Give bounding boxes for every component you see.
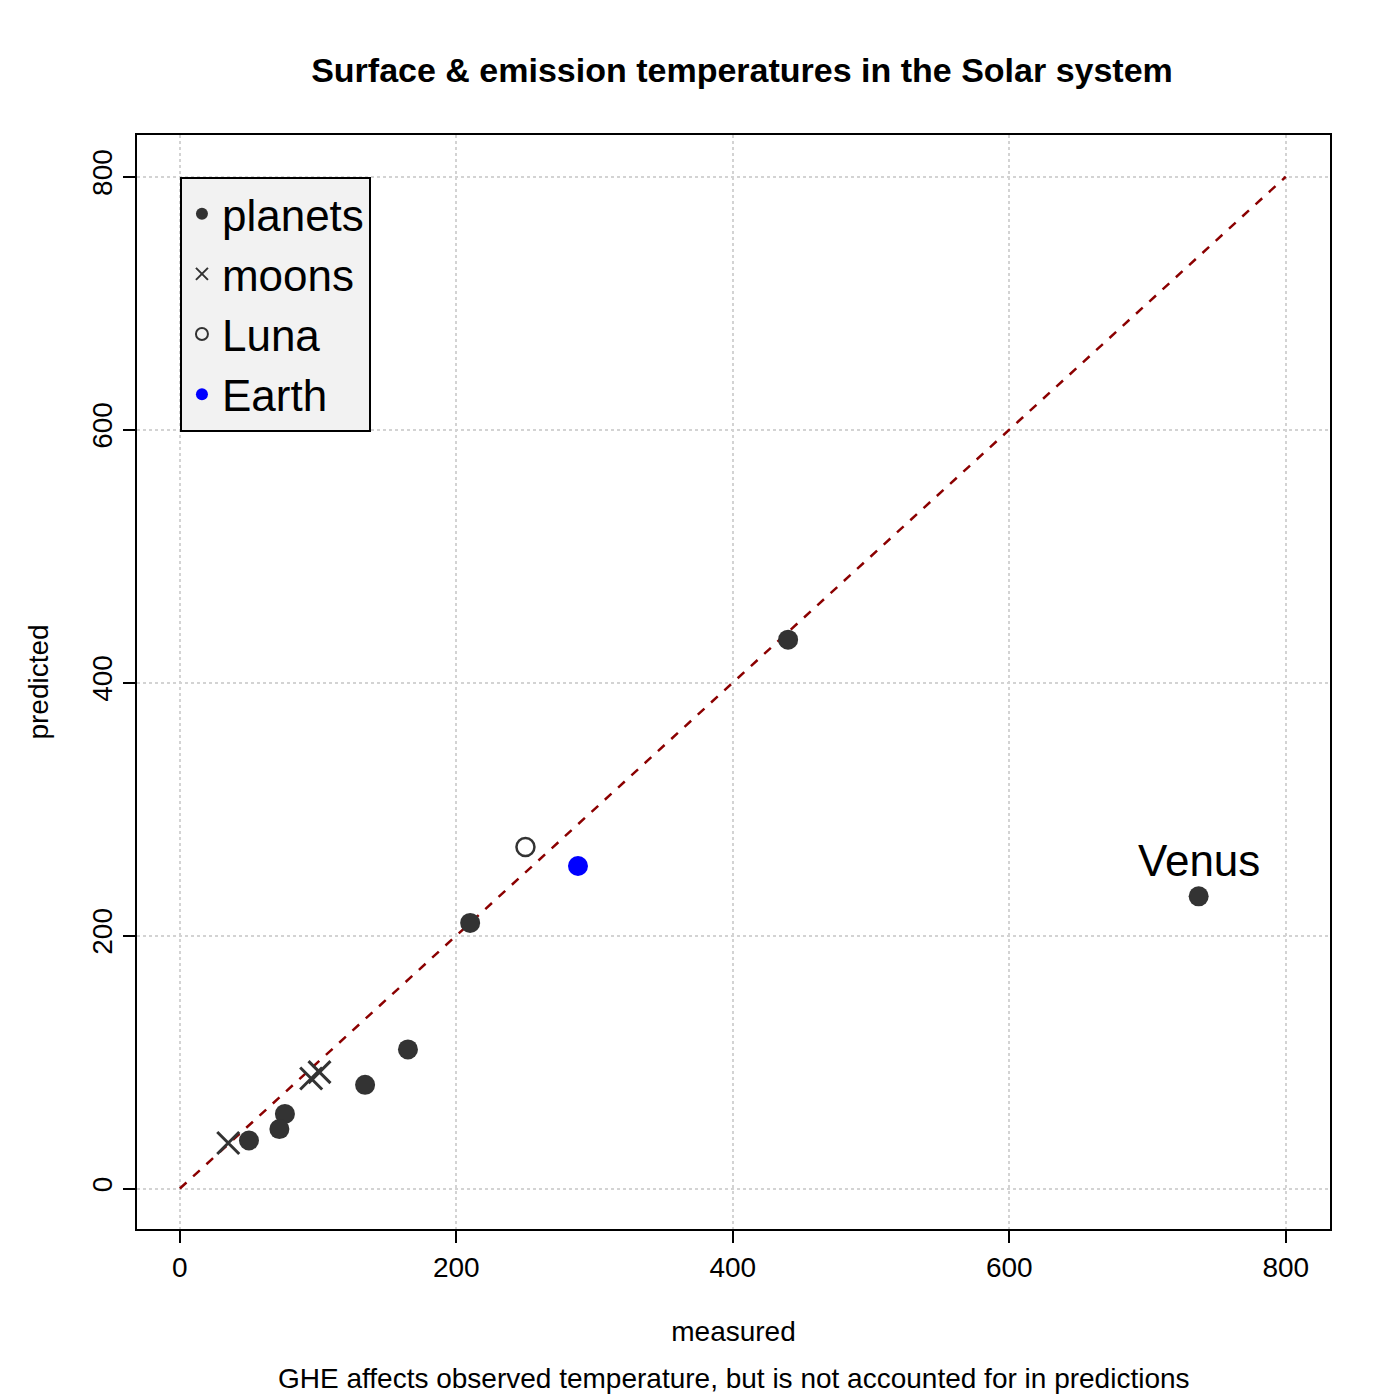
svg-text:200: 200 [433,1252,480,1283]
svg-text:600: 600 [87,402,118,449]
svg-text:Earth: Earth [222,371,327,420]
svg-text:800: 800 [87,149,118,196]
svg-text:Venus: Venus [1138,836,1260,885]
svg-text:measured: measured [671,1316,796,1347]
svg-text:moons: moons [222,251,354,300]
svg-text:200: 200 [87,908,118,955]
svg-text:600: 600 [986,1252,1033,1283]
svg-text:800: 800 [1262,1252,1309,1283]
svg-text:0: 0 [87,1177,118,1193]
svg-text:Luna: Luna [222,311,320,360]
svg-text:Surface & emission temperature: Surface & emission temperatures in the S… [311,51,1173,89]
svg-text:predicted: predicted [23,624,54,739]
svg-text:0: 0 [172,1252,188,1283]
svg-text:400: 400 [87,655,118,702]
svg-text:400: 400 [709,1252,756,1283]
svg-text:planets: planets [222,191,364,240]
svg-text:GHE affects observed temperatu: GHE affects observed temperature, but is… [278,1363,1190,1394]
